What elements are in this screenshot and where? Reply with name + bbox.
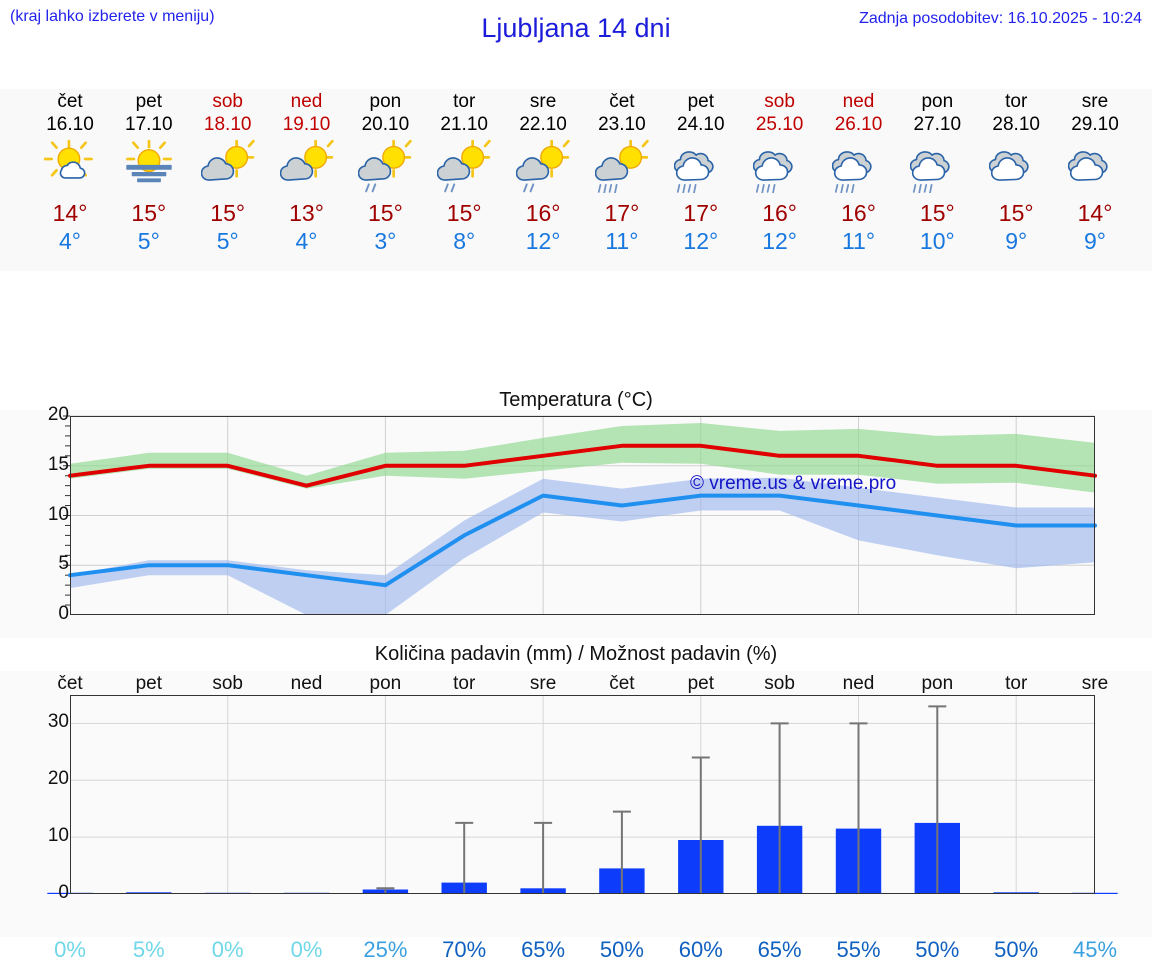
svg-text:© vreme.us & vreme.pro: © vreme.us & vreme.pro <box>690 473 896 494</box>
